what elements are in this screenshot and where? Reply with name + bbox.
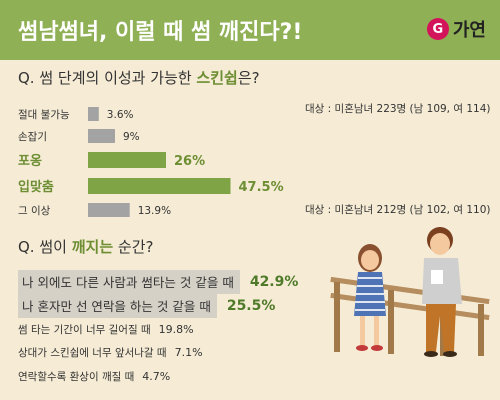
list-item-percent: 19.8% (158, 323, 194, 336)
list-item-percent: 42.9% (249, 274, 299, 290)
bar (88, 129, 115, 143)
brand-logo: G 가연 (426, 16, 486, 42)
woman-figure (354, 244, 386, 351)
list-item-percent: 7.1% (174, 346, 203, 359)
value-label: 26% (174, 154, 205, 169)
list-item-label: 나 혼자만 선 연락을 하는 것 같을 때 (18, 294, 217, 318)
survey-note-bottom: 대상 : 미혼남녀 212명 (남 102, 여 110) (305, 204, 491, 216)
question-1-highlight: 스킨쉽 (196, 69, 238, 87)
header-banner: 썸남썸녀, 이럴 때 썸 깨진다?! G 가연 (0, 0, 500, 60)
bar (88, 178, 231, 194)
breakup-moments-list: 나 외에도 다른 사람과 썸타는 것 같을 때 42.9% 나 혼자만 선 연락… (0, 227, 500, 397)
logo-text: 가연 (452, 20, 486, 41)
list-item-label: 나 외에도 다른 사람과 썸타는 것 같을 때 (18, 270, 240, 294)
bar (88, 203, 130, 217)
list-item-label: 상대가 스킨쉽에 너무 앞서나갈 때 (18, 347, 167, 359)
logo-mark-icon: G (426, 18, 449, 40)
couple-illustration (330, 227, 490, 357)
list-item: 나 혼자만 선 연락을 하는 것 같을 때 25.5% (18, 294, 275, 318)
question-1: Q. 썸 단계의 이성과 가능한 스킨쉽은? (18, 67, 260, 88)
list-item-percent: 25.5% (226, 298, 276, 314)
value-label: 13.9% (138, 205, 171, 217)
category-label: 절대 불가능 (18, 108, 70, 121)
page-title: 썸남썸녀, 이럴 때 썸 깨진다?! (18, 20, 303, 45)
list-item: 상대가 스킨쉽에 너무 앞서나갈 때 7.1% (18, 345, 203, 360)
question-2-suffix: 순간? (113, 238, 154, 256)
value-label: 9% (123, 131, 140, 143)
question-1-prefix: Q. 썸 단계의 이성과 가능한 (18, 69, 197, 87)
fence-illustration (330, 276, 490, 356)
list-item: 연락할수록 환상이 깨질 때 4.7% (18, 369, 170, 384)
list-item: 나 외에도 다른 사람과 썸타는 것 같을 때 42.9% (18, 270, 298, 294)
list-item-label: 연락할수록 환상이 깨질 때 (18, 371, 135, 383)
list-item-label: 썸 타는 기간이 너무 길어질 때 (18, 324, 151, 336)
question-2-prefix: Q. 썸이 (18, 238, 72, 256)
bar (88, 152, 166, 168)
bar (88, 107, 99, 121)
question-2-highlight: 깨지는 (71, 238, 114, 256)
category-label: 입맞춤 (18, 179, 54, 195)
category-label: 포옹 (18, 153, 42, 169)
question-1-suffix: 은? (237, 69, 260, 87)
survey-note-top: 대상 : 미혼남녀 223명 (남 109, 여 114) (305, 103, 491, 115)
list-item: 썸 타는 기간이 너무 길어질 때 19.8% (18, 322, 194, 337)
category-label: 그 이상 (18, 205, 51, 217)
value-label: 47.5% (239, 180, 284, 195)
list-item-percent: 4.7% (142, 370, 171, 383)
value-label: 3.6% (107, 109, 134, 121)
category-label: 손잡기 (18, 131, 47, 143)
skinship-bar-chart: 절대 불가능 3.6% 손잡기 9% 포옹 26% 입맞춤 47.5% 그 이상 13.9% (18, 107, 284, 217)
question-2: Q. 썸이 깨지는 순간? (18, 236, 153, 257)
man-figure (422, 227, 462, 357)
